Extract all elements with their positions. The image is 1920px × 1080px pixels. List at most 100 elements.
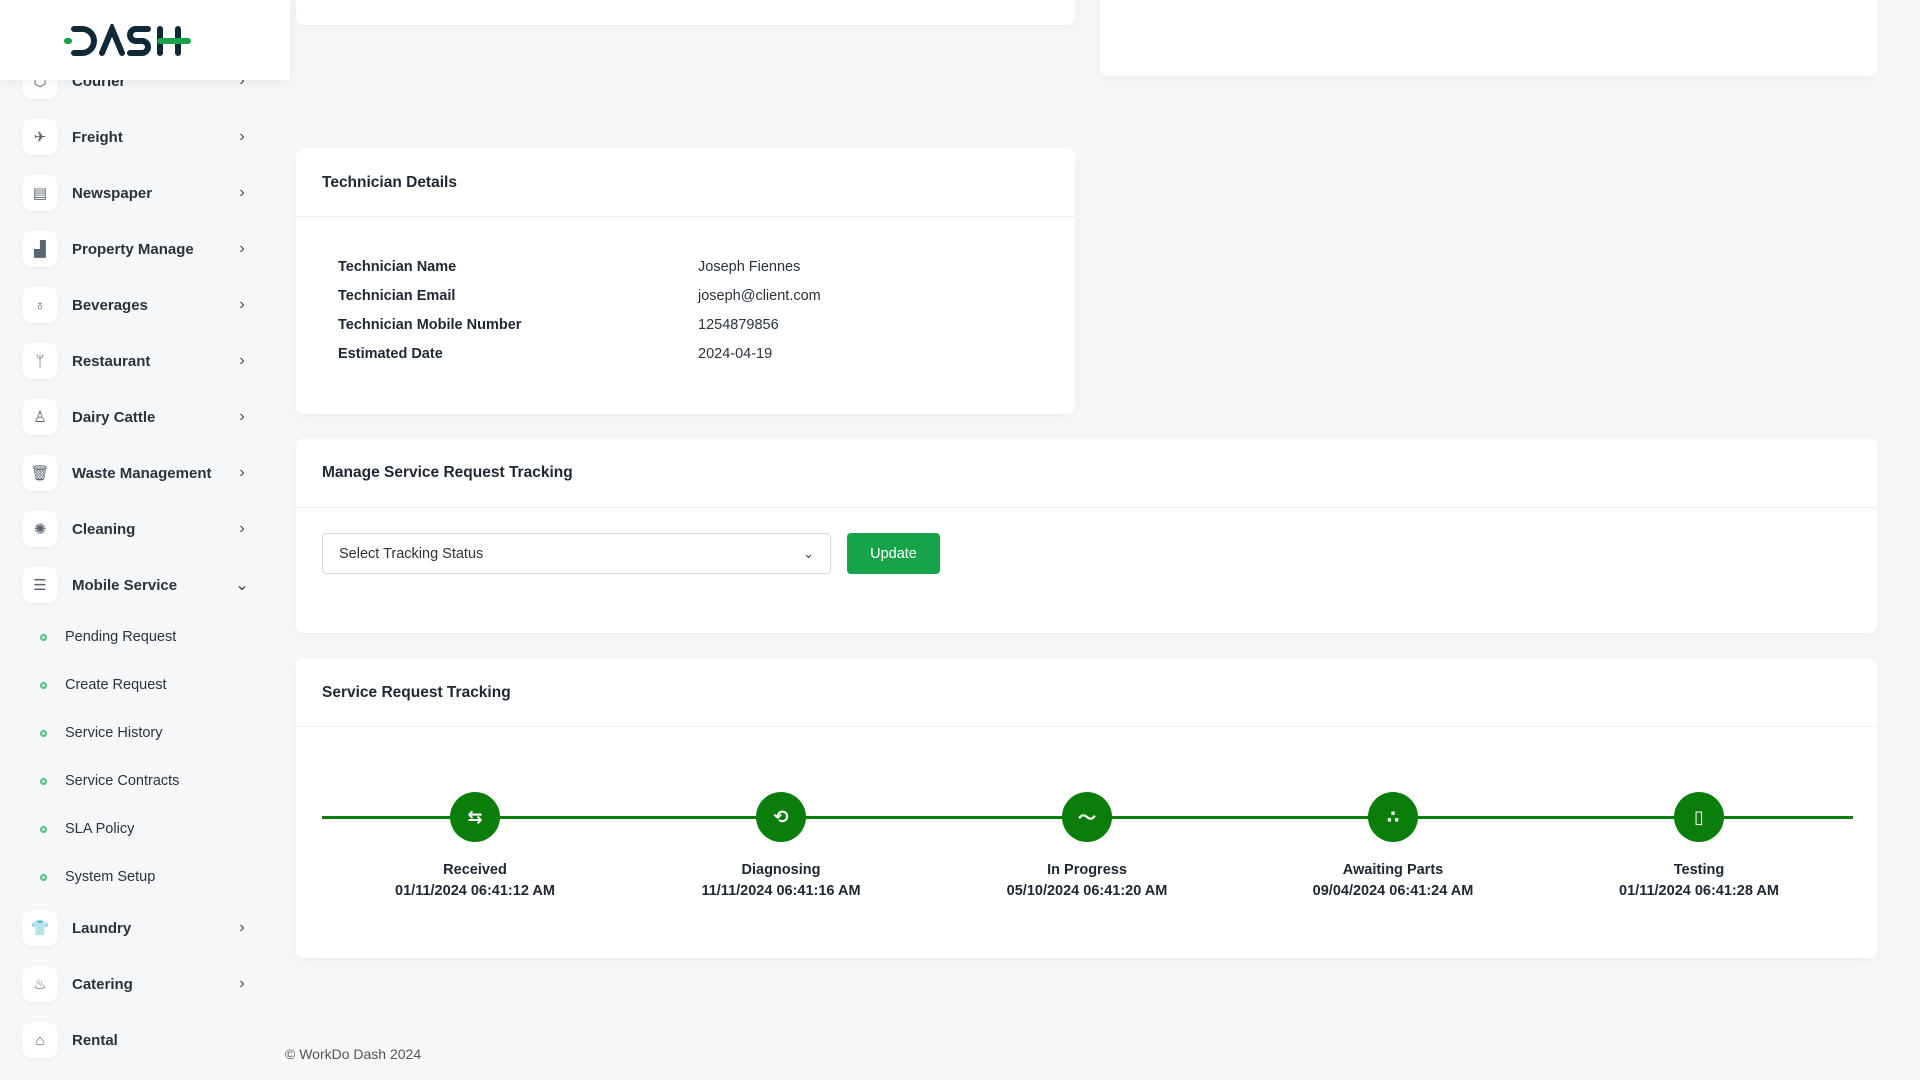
trend-icon: 〜 [1062, 792, 1112, 842]
step-label: In Progress [1047, 862, 1127, 878]
detail-row: Estimated Date 2024-04-19 [338, 346, 772, 362]
tracking-step: ∴ Awaiting Parts 09/04/2024 06:41:24 AM [1273, 792, 1513, 899]
subitem-label: Pending Request [65, 629, 177, 645]
tracking-status-select[interactable]: Select Tracking Status ⌄ [322, 533, 831, 574]
sidebar-item-mobile-service[interactable]: ☰ Mobile Service ⌄ [22, 565, 252, 605]
dash-logo-icon [64, 24, 191, 56]
card-title: Technician Details [322, 174, 457, 191]
card-title: Manage Service Request Tracking [322, 464, 573, 481]
tracking-step: ⇆ Received 01/11/2024 06:41:12 AM [355, 792, 595, 899]
detail-label: Estimated Date [338, 346, 443, 362]
parts-icon: ∴ [1368, 792, 1418, 842]
arrows-swap-icon: ⇆ [450, 792, 500, 842]
logo[interactable] [0, 0, 290, 80]
footer-copyright: © WorkDo Dash 2024 [285, 1046, 422, 1062]
detail-label: Technician Mobile Number [338, 317, 522, 333]
chevron-right-icon: › [239, 520, 245, 537]
detail-value: 1254879856 [698, 317, 779, 333]
divider [296, 726, 1877, 727]
sidebar-subitem[interactable]: System Setup [40, 862, 155, 892]
detail-value: Joseph Fiennes [698, 259, 801, 275]
technician-details-card: Technician Details Technician Name Joseph… [296, 148, 1075, 414]
sidebar-item-label: Restaurant [72, 352, 151, 370]
step-label: Received [443, 862, 507, 878]
home-icon: ⌂ [22, 1022, 58, 1058]
detail-row: Technician Name Joseph Fiennes [338, 259, 800, 275]
service-tracking-card: Service Request Tracking ⇆ Received 01/11/… [296, 658, 1877, 958]
sparkle-icon: ✺ [22, 511, 58, 547]
step-label: Awaiting Parts [1342, 862, 1444, 878]
detail-row: Technician Email joseph@client.com [338, 288, 821, 304]
step-date: 01/11/2024 06:41:12 AM [395, 883, 555, 899]
sidebar-subitem[interactable]: Service History [40, 718, 163, 748]
sidebar-item-dairy-cattle[interactable]: ♙ Dairy Cattle › [22, 397, 252, 437]
step-date: 01/11/2024 06:41:28 AM [1619, 883, 1779, 899]
sidebar-item-label: Newspaper [72, 184, 153, 202]
step-date: 09/04/2024 06:41:24 AM [1312, 883, 1474, 899]
sidebar-item-laundry[interactable]: 👕 Laundry › [22, 908, 252, 948]
chevron-right-icon: › [239, 296, 245, 313]
bowl-icon: ♨ [22, 966, 58, 1002]
detail-label: Technician Name [338, 259, 457, 275]
update-button[interactable]: Update [847, 533, 940, 574]
step-date: 11/11/2024 06:41:16 AM [701, 883, 861, 899]
sidebar-item-label: Beverages [72, 296, 148, 314]
sidebar-item-catering[interactable]: ♨ Catering › [22, 964, 252, 1004]
sidebar-item-label: Freight [72, 128, 123, 146]
step-date: 05/10/2024 06:41:20 AM [1006, 883, 1168, 899]
detail-label: Technician Email [338, 288, 456, 304]
bottle-icon: ♙ [22, 399, 58, 435]
sidebar-item-property-manage[interactable]: ▟ Property Manage › [22, 229, 252, 269]
tracking-step: ▯ Testing 01/11/2024 06:41:28 AM [1579, 792, 1819, 899]
sidebar-item-waste-management[interactable]: 🗑 Waste Management › [22, 453, 252, 493]
sidebar-item-label: Rental [72, 1031, 118, 1049]
sidebar-item-beverages[interactable]: ♁ Beverages › [22, 285, 252, 325]
subitem-label: Create Request [65, 677, 167, 693]
sidebar-item-label: Laundry [72, 919, 132, 937]
sidebar-item-label: Waste Management [72, 464, 212, 482]
top-card-left [296, 0, 1075, 25]
chevron-right-icon: › [239, 184, 245, 201]
bullet-icon [40, 777, 47, 785]
device-test-icon: ▯ [1674, 792, 1724, 842]
sidebar-item-label: Catering [72, 975, 133, 993]
sidebar-item-label: Cleaning [72, 520, 136, 538]
sidebar-subitem[interactable]: Create Request [40, 670, 167, 700]
chevron-right-icon: › [239, 408, 245, 425]
chevron-right-icon: › [239, 240, 245, 257]
manage-tracking-card: Manage Service Request Tracking Select T… [296, 438, 1877, 633]
tracking-step: ⟲ Diagnosing 11/11/2024 06:41:16 AM [661, 792, 901, 899]
glass-icon: ♁ [22, 287, 58, 323]
sidebar-item-label: Dairy Cattle [72, 408, 156, 426]
sidebar-item-cleaning[interactable]: ✺ Cleaning › [22, 509, 252, 549]
utensils-icon: ᛘ [22, 343, 58, 379]
sidebar-subitem[interactable]: Pending Request [40, 622, 176, 652]
building-icon: ▟ [22, 231, 58, 267]
sidebar-subitem[interactable]: Service Contracts [40, 766, 179, 796]
subitem-label: Service History [65, 725, 163, 741]
chevron-down-icon: ⌄ [803, 545, 814, 561]
card-title: Service Request Tracking [322, 684, 511, 701]
sidebar-subitem[interactable]: SLA Policy [40, 814, 134, 844]
detail-row: Technician Mobile Number 1254879856 [338, 317, 779, 333]
sidebar-item-restaurant[interactable]: ᛘ Restaurant › [22, 341, 252, 381]
bullet-icon [40, 729, 47, 737]
sidebar: ⬡ Courier › ✈ Freight › ▤ Newspaper › ▟ Property M… [0, 0, 290, 1080]
subitem-label: SLA Policy [65, 821, 135, 837]
chevron-right-icon: › [239, 464, 245, 481]
sidebar-item-newspaper[interactable]: ▤ Newspaper › [22, 173, 252, 213]
chevron-right-icon: › [239, 919, 245, 936]
select-placeholder: Select Tracking Status [339, 545, 484, 562]
sidebar-item-freight[interactable]: ✈ Freight › [22, 117, 252, 157]
divider [296, 216, 1075, 217]
chevron-right-icon: › [239, 975, 245, 992]
bullet-icon [40, 633, 47, 641]
step-label: Diagnosing [741, 862, 821, 878]
sidebar-item-rental[interactable]: ⌂ Rental [22, 1020, 252, 1060]
tracking-step: 〜 In Progress 05/10/2024 06:41:20 AM [967, 792, 1207, 899]
detail-value: joseph@client.com [698, 288, 821, 304]
plane-icon: ✈ [22, 119, 58, 155]
repeat-icon: ⟲ [756, 792, 806, 842]
bullet-icon [40, 825, 47, 833]
newspaper-icon: ▤ [22, 175, 58, 211]
